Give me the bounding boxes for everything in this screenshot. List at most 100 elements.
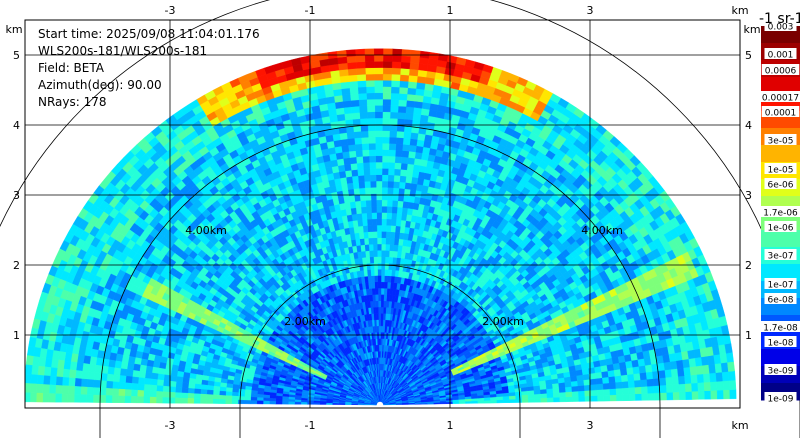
beta-cell	[219, 390, 227, 396]
beta-cell	[187, 387, 195, 394]
beta-cell	[375, 300, 379, 308]
beta-cell	[627, 380, 636, 388]
beta-cell	[603, 388, 611, 396]
beta-cell	[380, 319, 384, 327]
beta-cell	[490, 399, 498, 404]
beta-cell	[368, 250, 374, 258]
beta-cell	[546, 397, 554, 403]
beta-cell	[168, 397, 176, 404]
beta-cell	[212, 398, 220, 404]
beta-cell	[628, 393, 636, 401]
beta-cell	[509, 398, 517, 403]
beta-cell	[262, 397, 270, 402]
beta-cell	[412, 164, 421, 172]
beta-cell	[275, 401, 283, 405]
beta-cell	[199, 398, 207, 404]
beta-cell	[634, 379, 642, 388]
beta-cell	[398, 187, 405, 196]
beta-cell	[596, 389, 605, 396]
beta-cell	[380, 313, 384, 320]
beta-cell	[349, 156, 357, 165]
beta-cell	[152, 360, 161, 369]
beta-cell	[496, 399, 504, 404]
beta-cell	[393, 181, 400, 189]
beta-cell	[370, 275, 375, 283]
beta-cell	[540, 393, 548, 399]
beta-cell	[145, 365, 154, 374]
beta-cell	[394, 149, 403, 157]
beta-cell	[387, 187, 394, 195]
beta-cell	[381, 237, 387, 245]
beta-cell	[376, 243, 382, 251]
beta-cell	[200, 389, 208, 395]
beta-cell	[369, 262, 375, 270]
beta-cell	[558, 386, 566, 393]
beta-cell	[392, 256, 398, 265]
beta-cell	[621, 380, 629, 389]
beta-cell	[351, 403, 358, 406]
beta-cell	[155, 396, 163, 404]
beta-cell	[149, 384, 158, 392]
beta-cell	[559, 391, 567, 398]
beta-cell	[502, 395, 510, 400]
beta-cell	[175, 386, 183, 394]
beta-cell	[376, 193, 382, 201]
beta-cell	[384, 262, 389, 270]
beta-cell	[405, 175, 413, 184]
beta-cell	[620, 374, 629, 382]
beta-cell	[313, 402, 320, 405]
beta-cell	[181, 387, 189, 394]
beta-cell	[187, 392, 195, 399]
beta-cell	[288, 399, 296, 403]
beta-cell	[381, 180, 389, 188]
beta-cell	[584, 395, 592, 402]
beta-cell	[132, 370, 140, 378]
beta-cell	[231, 391, 239, 397]
beta-cell	[386, 199, 393, 207]
beta-cell	[377, 281, 382, 289]
beta-cell	[256, 400, 264, 405]
beta-cell	[628, 386, 636, 395]
beta-cell	[402, 194, 410, 203]
beta-cell	[256, 394, 264, 399]
beta-cell	[521, 394, 529, 400]
beta-cell	[382, 306, 387, 314]
beta-cell	[383, 281, 388, 289]
beta-cell	[156, 379, 164, 387]
beta-cell	[206, 385, 215, 391]
beta-cell	[187, 382, 196, 390]
beta-cell	[571, 390, 579, 397]
beta-cell	[343, 163, 352, 172]
beta-cell	[619, 367, 628, 376]
beta-cell	[388, 149, 396, 157]
beta-cell	[360, 206, 367, 214]
beta-cell	[638, 365, 647, 374]
beta-cell	[149, 390, 157, 398]
beta-cell	[408, 195, 416, 203]
beta-cell	[402, 143, 410, 152]
beta-cell	[396, 206, 403, 214]
beta-cell	[342, 157, 351, 166]
beta-cell	[384, 275, 389, 283]
beta-cell	[578, 395, 586, 402]
beta-cell	[352, 181, 360, 190]
beta-cell	[380, 344, 383, 352]
beta-cell	[118, 375, 127, 383]
beta-cell	[113, 367, 121, 376]
beta-cell	[231, 387, 240, 393]
beta-cell	[376, 205, 382, 213]
beta-cell	[237, 392, 245, 397]
beta-cell	[380, 325, 384, 333]
beta-cell	[346, 182, 354, 190]
beta-cell	[219, 386, 227, 392]
beta-cell	[590, 389, 598, 397]
beta-cell	[212, 390, 220, 396]
beta-cell	[540, 388, 548, 395]
beta-cell	[401, 207, 408, 215]
beta-cell	[393, 238, 400, 246]
beta-cell	[378, 306, 382, 314]
beta-cell	[181, 382, 189, 389]
beta-cell	[288, 401, 295, 405]
beta-cell	[571, 385, 579, 392]
beta-cell	[157, 367, 166, 375]
